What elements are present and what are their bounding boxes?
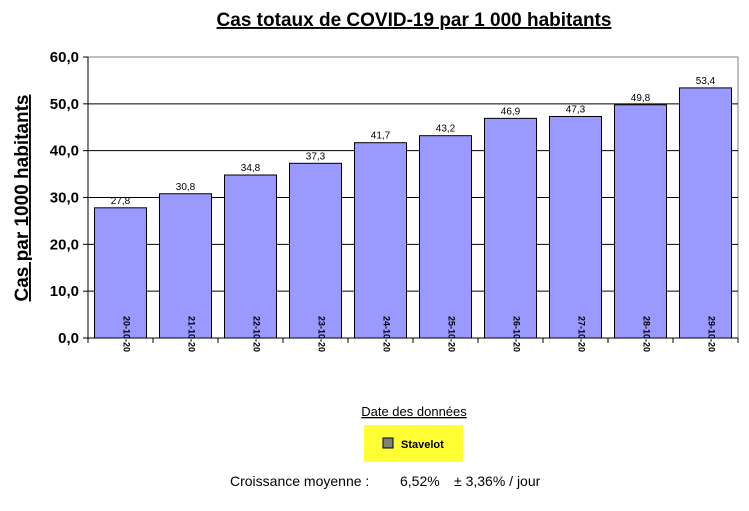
legend-swatch-stavelot	[382, 437, 394, 449]
x-tick-label-20-10-20: 20-10-20	[122, 316, 132, 352]
x-axis-label: Date des données	[361, 404, 467, 419]
x-tick-label-26-10-20: 26-10-20	[512, 316, 522, 352]
legend: Stavelot	[364, 425, 463, 462]
bar-25-10-20	[419, 135, 472, 339]
data-label-24-10-20: 41,7	[371, 131, 391, 142]
data-label-22-10-20: 34,8	[241, 163, 261, 174]
data-label-25-10-20: 43,2	[436, 124, 456, 135]
x-tick-label-22-10-20: 22-10-20	[252, 316, 262, 352]
growth-label: Croissance moyenne :	[230, 473, 369, 489]
y-ticks: 0,0 10,0 20,0 30,0 40,0 50,0 60,0	[50, 49, 88, 347]
data-label-20-10-20: 27,8	[111, 196, 131, 207]
bar-28-10-20	[614, 104, 667, 339]
x-tick-label-24-10-20: 24-10-20	[382, 316, 392, 352]
x-tick-label-29-10-20: 29-10-20	[707, 316, 717, 352]
data-label-28-10-20: 49,8	[631, 93, 651, 104]
y-tick-label: 50,0	[50, 96, 79, 113]
bar-27-10-20	[549, 115, 602, 339]
bar-23-10-20	[289, 162, 342, 339]
legend-label-stavelot: Stavelot	[401, 439, 444, 451]
y-tick-label: 60,0	[50, 49, 79, 66]
y-tick-label: 20,0	[50, 236, 79, 253]
y-axis-label: Cas par 1000 habitants	[12, 95, 33, 302]
bar-29-10-20	[679, 87, 732, 339]
x-tick-label-28-10-20: 28-10-20	[642, 316, 652, 352]
growth-spread: ± 3,36% / jour	[454, 473, 541, 489]
x-ticks: 20-10-20 21-10-20 22-10-20 23-10-20 24-10-20…	[87, 316, 739, 352]
bar-24-10-20	[354, 142, 407, 339]
y-tick-label: 30,0	[50, 190, 79, 207]
x-tick-label-27-10-20: 27-10-20	[577, 316, 587, 352]
bars	[94, 87, 732, 339]
bar-21-10-20	[159, 193, 212, 339]
y-tick-label: 10,0	[50, 283, 79, 300]
data-label-21-10-20: 30,8	[176, 182, 196, 193]
bar-22-10-20	[224, 174, 277, 339]
data-label-23-10-20: 37,3	[306, 151, 326, 162]
legend-box	[364, 425, 463, 462]
x-tick-label-21-10-20: 21-10-20	[187, 316, 197, 352]
bar-26-10-20	[484, 117, 537, 339]
bar-20-10-20	[94, 207, 147, 339]
growth-value: 6,52%	[400, 473, 440, 489]
data-label-27-10-20: 47,3	[566, 104, 586, 115]
y-tick-label: 0,0	[58, 330, 79, 347]
data-label-29-10-20: 53,4	[696, 76, 716, 87]
chart-title: Cas totaux de COVID-19 par 1 000 habitan…	[217, 10, 612, 31]
data-label-26-10-20: 46,9	[501, 106, 521, 117]
x-tick-label-23-10-20: 23-10-20	[317, 316, 327, 352]
y-tick-label: 40,0	[50, 143, 79, 160]
x-tick-label-25-10-20: 25-10-20	[447, 316, 457, 352]
data-labels: 27,8 30,8 34,8 37,3 41,7 43,2 46,9 47,3 49,8 53,4	[111, 76, 716, 207]
